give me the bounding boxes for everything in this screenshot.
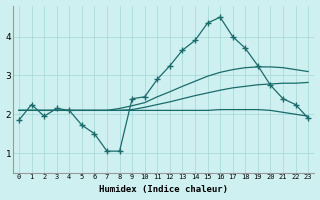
X-axis label: Humidex (Indice chaleur): Humidex (Indice chaleur) [99,185,228,194]
